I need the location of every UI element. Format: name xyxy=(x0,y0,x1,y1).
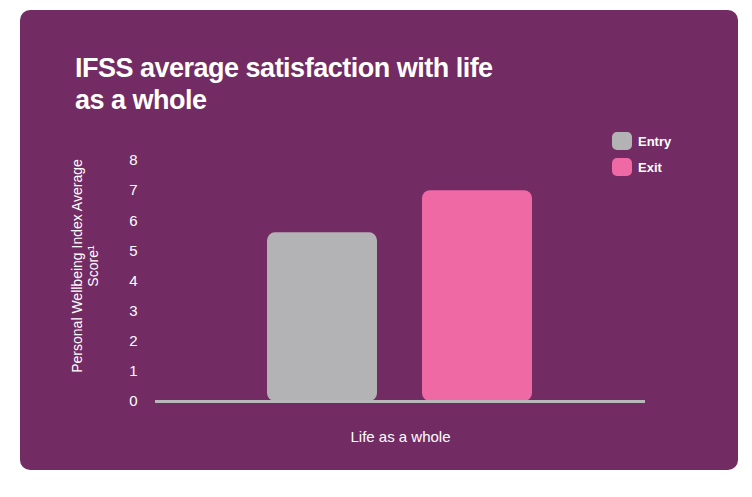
svg-text:1: 1 xyxy=(129,362,137,379)
html-text:Entry: Entry xyxy=(638,133,672,149)
svg-text:3: 3 xyxy=(129,302,137,319)
html-text:IFSS average satisfaction with: IFSS average satisfaction with life as a… xyxy=(75,53,493,115)
svg-text:2: 2 xyxy=(129,332,137,349)
html-text:Exit: Exit xyxy=(638,159,662,175)
svg-text:5: 5 xyxy=(129,242,137,259)
svg-text:Life as a whole: Life as a whole xyxy=(350,428,450,445)
svg-text:7: 7 xyxy=(129,181,137,198)
svg-text:0: 0 xyxy=(129,392,137,409)
svg-text:8: 8 xyxy=(129,151,137,168)
svg-text:6: 6 xyxy=(129,212,137,229)
svg-text:4: 4 xyxy=(129,272,137,289)
html-text:Personal Wellbeing Index Avera: Personal Wellbeing Index Average Score¹ xyxy=(69,159,101,373)
